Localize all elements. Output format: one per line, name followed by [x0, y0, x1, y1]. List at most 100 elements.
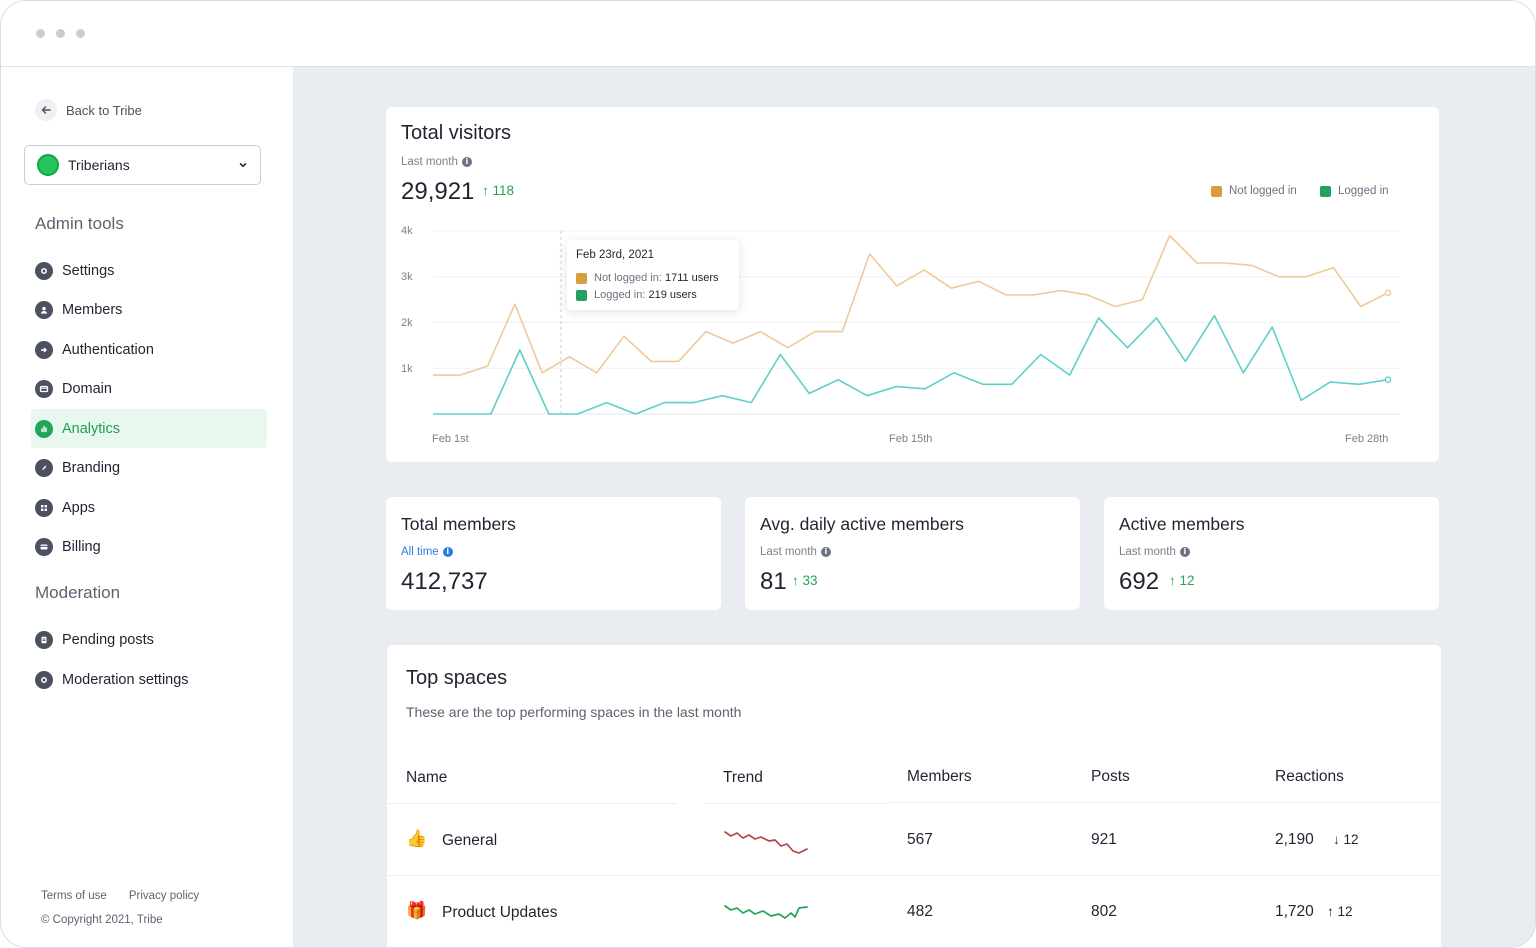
sidebar-item-branding[interactable]: Branding — [31, 448, 267, 487]
sidebar-item-apps[interactable]: Apps — [31, 488, 267, 527]
info-icon[interactable]: i — [461, 157, 472, 167]
sidebar-item-analytics[interactable]: Analytics — [31, 409, 267, 448]
y-tick-label: 3k — [401, 271, 413, 283]
space-name[interactable]: General — [442, 832, 498, 849]
stat-value: 412,737 — [401, 568, 488, 595]
moderation-settings-icon — [35, 670, 53, 689]
domain-icon — [35, 379, 53, 398]
sidebar-item-members[interactable]: Members — [31, 290, 267, 329]
community-select[interactable]: Triberians — [24, 145, 261, 185]
stat-period: Last month i — [760, 546, 831, 558]
tooltip-date: Feb 23rd, 2021 — [576, 249, 655, 261]
info-icon[interactable]: i — [442, 547, 453, 557]
series-line-logged-in[interactable] — [433, 314, 1389, 415]
table-row[interactable]: 👍 General 567 921 2,190 ↓ 12 — [387, 804, 1441, 875]
thumbs-up-icon: 👍 — [406, 829, 428, 849]
legend-label: Not logged in — [1229, 185, 1297, 197]
y-tick-label: 1k — [401, 363, 413, 375]
row-divider — [387, 803, 677, 804]
period-label: Last month — [401, 156, 458, 168]
column-header-members[interactable]: Members — [907, 768, 972, 785]
space-members: 567 — [907, 831, 933, 848]
copyright: © Copyright 2021, Tribe — [41, 914, 163, 926]
series-end-point — [1384, 289, 1392, 297]
row-divider — [387, 875, 1441, 876]
series-end-point — [1384, 376, 1392, 383]
authentication-icon — [35, 340, 53, 359]
sidebar-item-label: Authentication — [62, 341, 154, 358]
total-visitors-delta: ↑ 118 — [482, 183, 515, 198]
sidebar-item-label: Billing — [62, 538, 101, 555]
column-header-posts[interactable]: Posts — [1091, 768, 1130, 785]
sidebar-item-label: Settings — [62, 262, 115, 279]
privacy-link[interactable]: Privacy policy — [128, 890, 200, 902]
stat-period: All time i — [401, 546, 453, 558]
sidebar-item-label: Moderation settings — [62, 671, 189, 688]
billing-icon — [35, 537, 53, 556]
top-spaces-card — [387, 645, 1441, 947]
sidebar-item-domain[interactable]: Domain — [31, 369, 267, 408]
column-header-reactions[interactable]: Reactions — [1275, 768, 1344, 785]
row-divider — [705, 803, 887, 804]
total-visitors-title: Total visitors — [401, 122, 512, 144]
total-members-card — [386, 497, 721, 610]
sidebar-item-billing[interactable]: Billing — [31, 527, 267, 566]
stat-title: Active members — [1119, 514, 1245, 534]
chevron-down-icon — [239, 163, 247, 168]
stat-title: Avg. daily active members — [760, 514, 964, 534]
legend-swatch — [1320, 185, 1331, 197]
y-tick-label: 2k — [401, 317, 413, 329]
sidebar-item-label: Branding — [62, 459, 121, 476]
window-close-control[interactable] — [36, 29, 45, 38]
column-header-name[interactable]: Name — [406, 769, 448, 786]
sidebar-item-authentication[interactable]: Authentication — [31, 330, 267, 369]
period-label: Last month — [1119, 546, 1176, 558]
table-row[interactable]: 🎁 Product Updates 482 802 1,720 ↑ 12 — [387, 876, 1441, 947]
back-to-tribe-link[interactable]: Back to Tribe — [35, 99, 142, 121]
reaction-delta: ↓ 12 — [1333, 832, 1359, 847]
sidebar-item-moderation-settings[interactable]: Moderation settings — [31, 660, 267, 699]
space-reactions: 1,720 — [1275, 903, 1314, 920]
space-posts: 921 — [1091, 831, 1117, 848]
period-label: All time — [401, 546, 439, 558]
branding-icon — [35, 458, 53, 477]
stat-value: 692 — [1119, 568, 1160, 595]
series-line-not-logged-in[interactable] — [433, 234, 1389, 376]
window-titlebar — [1, 1, 1535, 67]
gear-icon — [35, 261, 53, 280]
info-icon[interactable]: i — [1179, 547, 1190, 557]
info-icon[interactable]: i — [820, 547, 831, 557]
legend-swatch — [1211, 185, 1222, 197]
window-maximize-control[interactable] — [76, 29, 85, 38]
period-label: Last month — [760, 546, 817, 558]
tooltip-swatch — [576, 272, 587, 284]
legend-not-logged-in: Not logged in — [1211, 185, 1297, 197]
top-spaces-subtitle: These are the top performing spaces in t… — [406, 704, 742, 720]
window-minimize-control[interactable] — [56, 29, 65, 38]
total-visitors-card — [386, 107, 1439, 462]
terms-link[interactable]: Terms of use — [41, 890, 107, 902]
x-tick-label: Feb 15th — [889, 433, 933, 445]
legend-logged-in: Logged in — [1320, 185, 1389, 197]
admin-tools-heading: Admin tools — [35, 214, 124, 233]
total-visitors-period: Last month i — [401, 156, 472, 168]
space-posts: 802 — [1091, 903, 1117, 920]
tooltip-label: Logged in: — [594, 289, 646, 301]
space-name[interactable]: Product Updates — [442, 904, 558, 921]
stat-value: 81 — [760, 568, 787, 595]
apps-icon — [35, 498, 53, 517]
chart-tooltip: Feb 23rd, 2021 Not logged in: 1711 users… — [567, 240, 739, 310]
sidebar-item-settings[interactable]: Settings — [31, 251, 267, 290]
community-name: Triberians — [68, 157, 130, 173]
x-tick-label: Feb 1st — [432, 433, 469, 445]
analytics-icon — [35, 419, 53, 438]
sidebar-item-pending-posts[interactable]: Pending posts — [31, 620, 267, 659]
y-tick-label: 4k — [401, 225, 413, 237]
trend-sparkline — [724, 831, 808, 854]
visitors-line-chart[interactable] — [426, 223, 1411, 423]
sidebar-item-label: Apps — [62, 499, 96, 516]
top-spaces-title: Top spaces — [406, 667, 508, 689]
tooltip-value: 1711 users — [664, 272, 719, 284]
column-header-trend[interactable]: Trend — [723, 769, 763, 786]
